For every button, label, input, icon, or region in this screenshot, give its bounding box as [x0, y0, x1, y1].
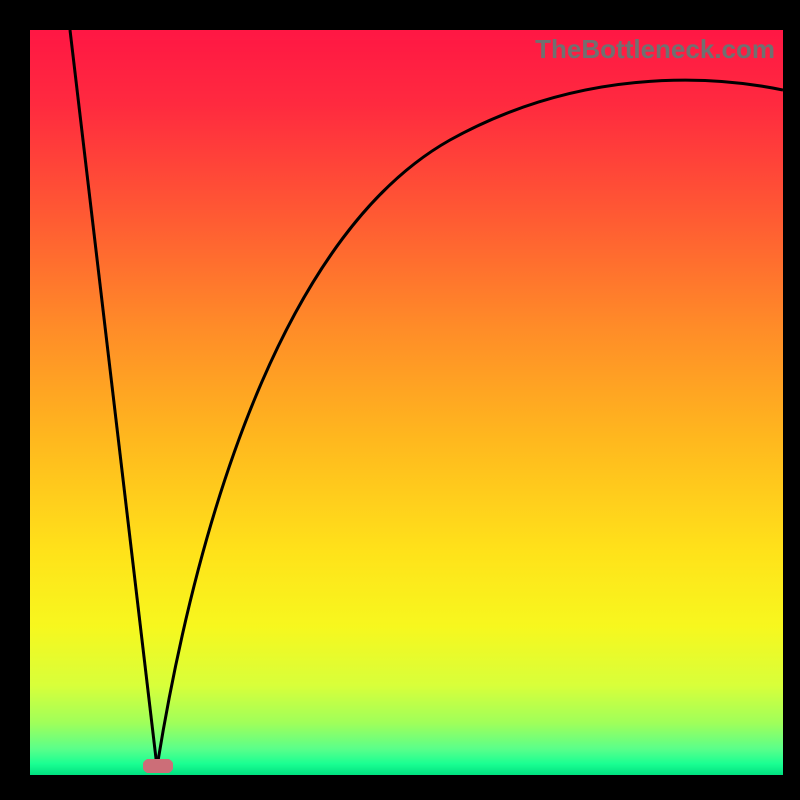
optimum-marker — [143, 759, 173, 773]
curve-left-branch — [70, 30, 157, 767]
plot-area: TheBottleneck.com — [30, 30, 783, 775]
bottleneck-curve — [30, 30, 783, 775]
chart-container: TheBottleneck.com — [0, 0, 800, 800]
optimum-marker-pill — [143, 759, 173, 773]
curve-right-branch — [157, 80, 783, 767]
